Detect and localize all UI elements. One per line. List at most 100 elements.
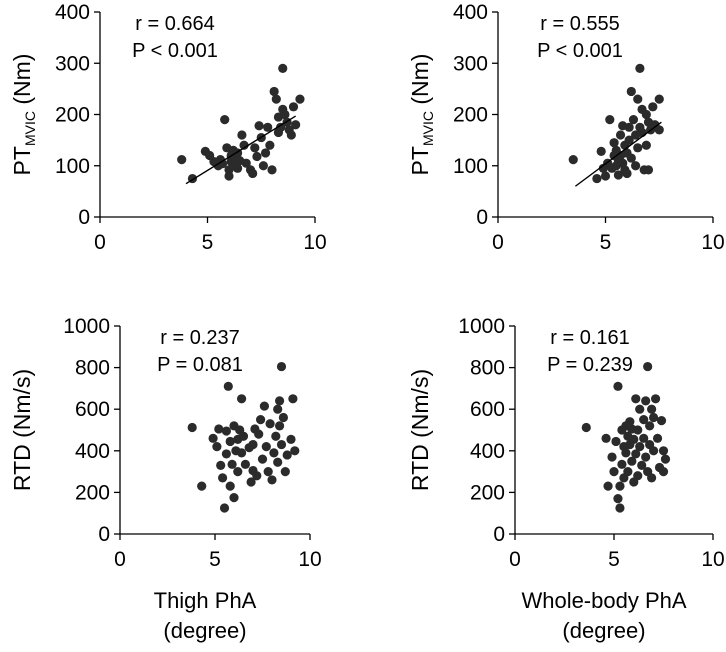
y-axis-label-main: PT bbox=[407, 146, 433, 175]
data-point bbox=[596, 146, 606, 156]
data-point bbox=[223, 381, 233, 391]
correlation-r: r = 0.664 bbox=[135, 13, 215, 35]
data-point bbox=[654, 94, 664, 104]
data-point bbox=[648, 102, 658, 112]
data-point bbox=[652, 433, 663, 443]
y-tick-label: 400 bbox=[55, 1, 90, 24]
x-tick-label: 5 bbox=[608, 548, 620, 571]
data-point bbox=[233, 467, 243, 477]
data-point bbox=[248, 439, 258, 450]
y-tick-label: 600 bbox=[470, 398, 505, 421]
data-point bbox=[613, 494, 623, 504]
data-point bbox=[649, 412, 659, 423]
data-point bbox=[627, 456, 637, 466]
data-point bbox=[613, 381, 623, 391]
data-point bbox=[628, 115, 639, 125]
data-point bbox=[625, 417, 635, 427]
data-point bbox=[633, 425, 643, 435]
data-point bbox=[259, 401, 269, 411]
data-point bbox=[607, 452, 617, 462]
y-tick-label: 0 bbox=[78, 206, 90, 229]
data-point bbox=[633, 143, 643, 153]
x-tick-label: 0 bbox=[492, 231, 504, 254]
data-point bbox=[246, 477, 256, 487]
data-point bbox=[263, 467, 273, 477]
data-point bbox=[290, 446, 300, 456]
data-point bbox=[276, 122, 286, 132]
x-tick-label: 5 bbox=[209, 548, 221, 571]
data-point bbox=[641, 140, 651, 150]
correlation-r: r = 0.161 bbox=[550, 327, 630, 349]
data-point bbox=[568, 155, 578, 165]
y-axis-label-main: RTD (Nm/s) bbox=[407, 369, 433, 491]
data-point bbox=[252, 151, 262, 162]
panel-pt-vs-wholebody-pha: 0 100 200 300 400 0 5 10 PTMVIC (Nm) r = 0.555 P <… bbox=[407, 1, 725, 254]
data-point bbox=[278, 63, 288, 73]
data-point bbox=[656, 416, 667, 426]
data-point bbox=[639, 433, 649, 443]
data-point bbox=[291, 120, 301, 130]
data-point bbox=[295, 94, 305, 104]
data-point bbox=[626, 153, 636, 163]
trend-line bbox=[185, 115, 297, 185]
data-point bbox=[280, 467, 290, 477]
data-point bbox=[240, 459, 250, 469]
data-point bbox=[238, 431, 249, 441]
panel-rtd-vs-wholebody-pha: 0 200 400 600 800 1000 0 5 10 RTD (Nm/s) r = 0.161… bbox=[407, 315, 725, 643]
data-point bbox=[282, 450, 292, 460]
x-tick-label: 5 bbox=[600, 231, 612, 254]
data-point bbox=[197, 481, 207, 491]
data-point bbox=[581, 422, 591, 433]
data-point bbox=[288, 102, 299, 112]
data-point bbox=[626, 86, 636, 97]
data-point bbox=[177, 155, 187, 165]
data-point bbox=[600, 171, 611, 181]
data-point bbox=[261, 442, 271, 452]
data-point bbox=[267, 475, 277, 485]
x-tick-label: 0 bbox=[94, 231, 106, 254]
data-point bbox=[624, 135, 634, 145]
data-point bbox=[218, 473, 228, 483]
panel-pt-vs-thigh-pha: 0 100 200 300 400 0 5 10 PTMVIC (Nm) r = 0.664 P <… bbox=[9, 1, 327, 254]
data-point bbox=[250, 143, 260, 153]
y-axis-label-unit: (Nm) bbox=[407, 54, 433, 111]
x-axis-label: Thigh PhA bbox=[154, 588, 257, 613]
y-axis-label-main: PT bbox=[9, 146, 35, 175]
data-point bbox=[248, 168, 258, 179]
y-tick-label: 200 bbox=[75, 481, 110, 504]
data-point bbox=[633, 471, 643, 481]
data-point bbox=[637, 460, 647, 470]
data-point bbox=[271, 94, 281, 104]
y-tick-label: 800 bbox=[75, 357, 110, 380]
data-point bbox=[225, 436, 235, 447]
data-point bbox=[254, 429, 264, 439]
data-point bbox=[654, 125, 664, 135]
data-point bbox=[216, 460, 226, 470]
y-axis-label-main: RTD (Nm/s) bbox=[9, 369, 35, 491]
data-point bbox=[237, 394, 247, 404]
data-point bbox=[592, 173, 602, 184]
data-point bbox=[658, 446, 669, 456]
data-point bbox=[237, 448, 247, 458]
data-point bbox=[633, 94, 643, 104]
data-point bbox=[624, 122, 634, 132]
x-axis-label: Whole-body PhA bbox=[521, 588, 686, 613]
data-point bbox=[660, 454, 671, 464]
data-point bbox=[629, 434, 639, 444]
y-axis-label: PTMVIC (Nm) bbox=[407, 54, 436, 176]
y-tick-label: 100 bbox=[453, 155, 488, 178]
y-axis-label-unit: (Nm) bbox=[9, 54, 35, 111]
x-axis-label-unit: (degree) bbox=[163, 618, 246, 643]
y-tick-label: 0 bbox=[476, 206, 488, 229]
y-tick-label: 0 bbox=[98, 523, 110, 546]
y-tick-label: 0 bbox=[493, 523, 505, 546]
y-tick-label: 1000 bbox=[458, 315, 505, 338]
y-axis-label: RTD (Nm/s) bbox=[407, 369, 433, 491]
x-axis-label-unit: (degree) bbox=[562, 618, 645, 643]
y-tick-label: 1000 bbox=[63, 315, 110, 338]
y-tick-label: 800 bbox=[470, 357, 505, 380]
data-point bbox=[615, 130, 626, 140]
y-axis-label: RTD (Nm/s) bbox=[9, 369, 35, 491]
data-point bbox=[225, 481, 235, 491]
data-point bbox=[241, 158, 251, 168]
